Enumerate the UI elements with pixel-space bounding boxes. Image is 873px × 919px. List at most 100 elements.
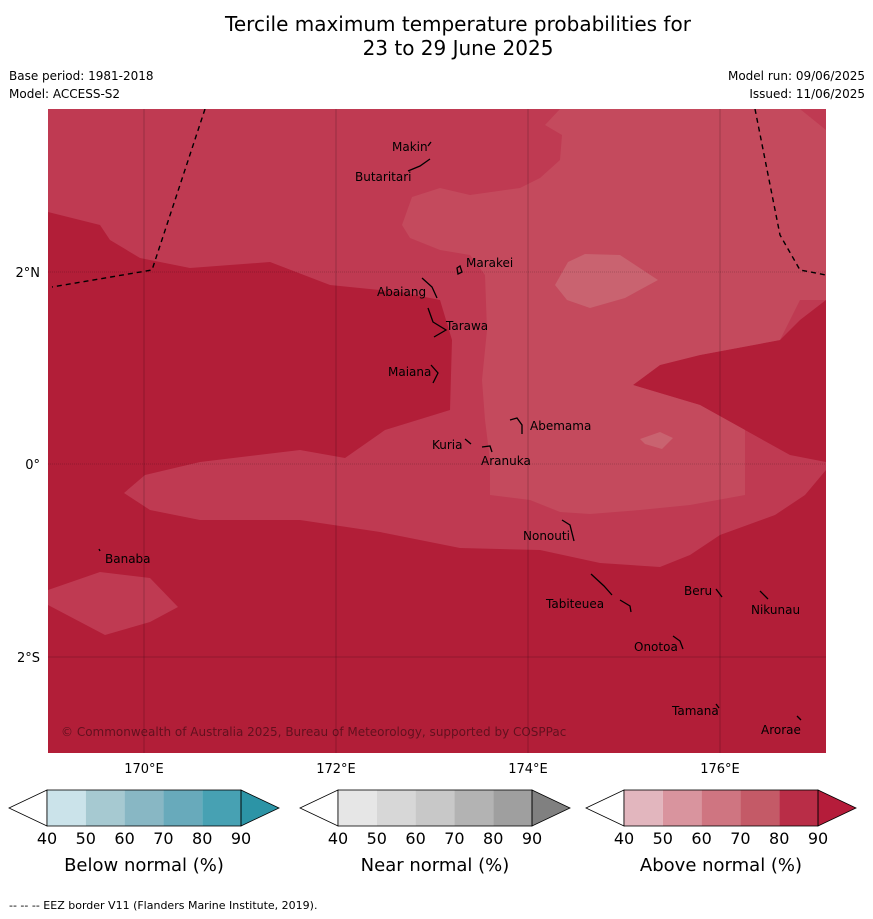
- title-line-2: 23 to 29 June 2025: [362, 36, 554, 60]
- island-nikunau: [759, 590, 769, 600]
- below-segment: [163, 790, 203, 826]
- lat-label-0: 0°: [25, 458, 40, 473]
- below-segment: [85, 790, 125, 826]
- place-arorae: Arorae: [761, 723, 801, 737]
- below-tick-label: 50: [76, 829, 96, 848]
- above-80-patch-west: [48, 572, 178, 635]
- above-segment: [740, 790, 780, 826]
- near-segment: [338, 790, 377, 826]
- above-tick-label: 50: [653, 829, 673, 848]
- colorbar-below-title: Below normal (%): [64, 855, 224, 876]
- lon-label-172e: 172°E: [316, 762, 356, 777]
- copyright-notice: © Commonwealth of Australia 2025, Bureau…: [61, 725, 566, 739]
- island-abaiang: [421, 277, 438, 299]
- near-segment: [415, 790, 455, 826]
- near-extend-low: [299, 789, 339, 827]
- near-tick-label: 70: [444, 829, 464, 848]
- lat-label-2s: 2°S: [17, 651, 40, 666]
- colorbar-above-title: Above normal (%): [640, 855, 802, 876]
- place-tarawa: Tarawa: [445, 319, 488, 333]
- island-banaba: [98, 548, 101, 552]
- island-butaritari: [407, 158, 431, 172]
- near-extend-high: [531, 789, 571, 827]
- island-tamana: [715, 703, 720, 709]
- place-beru: Beru: [684, 584, 712, 598]
- island-kuria: [464, 438, 472, 445]
- title-line-1: Tercile maximum temperature probabilitie…: [225, 12, 691, 36]
- above-60-patch-north: [555, 254, 658, 308]
- below-tick-label: 60: [114, 829, 134, 848]
- island-maiana: [430, 364, 439, 384]
- place-abaiang: Abaiang: [377, 285, 426, 299]
- below-extend-high: [240, 789, 280, 827]
- near-segment: [454, 790, 494, 826]
- model-name: Model: ACCESS-S2: [9, 87, 121, 101]
- place-maiana: Maiana: [388, 365, 431, 379]
- above-segment: [779, 790, 818, 826]
- island-makin: [427, 141, 432, 147]
- above-tick-label: 80: [769, 829, 789, 848]
- near-tick-label: 60: [405, 829, 425, 848]
- figure-title: Tercile maximum temperature probabilitie…: [0, 12, 873, 60]
- base-period: Base period: 1981-2018: [9, 69, 154, 83]
- issued-date: Issued: 11/06/2025: [749, 87, 865, 101]
- colorbar-above-normal: 40 50 60 70 80 90: [585, 789, 857, 848]
- below-tick-label: 40: [37, 829, 57, 848]
- near-tick-label: 50: [367, 829, 387, 848]
- probability-field: Makin Butaritari Marakei Abaiang Tarawa …: [48, 109, 826, 753]
- place-nonouti: Nonouti: [523, 529, 570, 543]
- model-run: Model run: 09/06/2025: [727, 69, 865, 83]
- place-tamana: Tamana: [671, 704, 719, 718]
- place-aranuka: Aranuka: [481, 454, 531, 468]
- island-abemama: [509, 417, 523, 434]
- place-banaba: Banaba: [105, 552, 151, 566]
- place-kuria: Kuria: [432, 438, 463, 452]
- place-makin: Makin: [392, 140, 428, 154]
- near-tick-label: 90: [522, 829, 542, 848]
- below-segment: [202, 790, 241, 826]
- place-onotoa: Onotoa: [634, 640, 678, 654]
- above-segment: [624, 790, 663, 826]
- above-extend-high: [817, 789, 857, 827]
- island-marakei: [456, 264, 463, 275]
- place-marakei: Marakei: [466, 256, 513, 270]
- colorbar-near-title: Near normal (%): [361, 855, 510, 876]
- below-tick-label: 70: [153, 829, 173, 848]
- below-tick-label: 80: [192, 829, 212, 848]
- above-segment: [662, 790, 702, 826]
- lon-label-174e: 174°E: [508, 762, 548, 777]
- above-segment: [701, 790, 741, 826]
- lon-label-170e: 170°E: [124, 762, 164, 777]
- meta-right: Model run: 09/06/2025 Issued: 11/06/2025: [728, 67, 865, 103]
- above-tick-label: 40: [614, 829, 634, 848]
- near-tick-label: 80: [483, 829, 503, 848]
- island-beru: [715, 588, 723, 598]
- eez-borders: [51, 109, 826, 288]
- above-60-patch-south: [640, 432, 673, 449]
- place-butaritari: Butaritari: [355, 170, 412, 184]
- below-extend-low: [8, 789, 48, 827]
- island-onotoa: [672, 635, 684, 650]
- colorbar-near-normal: 40 50 60 70 80 90: [299, 789, 571, 848]
- near-segment: [376, 790, 416, 826]
- above-extend-low: [585, 789, 625, 827]
- below-segment: [47, 790, 86, 826]
- island-aranuka: [481, 445, 493, 453]
- near-tick-label: 40: [328, 829, 348, 848]
- place-nikunau: Nikunau: [751, 603, 800, 617]
- below-tick-label: 90: [231, 829, 251, 848]
- eez-footnote: -- -- -- EEZ border V11 (Flanders Marine…: [9, 899, 318, 912]
- island-tabiteuea: [590, 573, 632, 613]
- island-nonouti: [561, 519, 575, 542]
- island-outlines: [98, 141, 802, 721]
- graticule: [48, 109, 826, 753]
- above-tick-label: 70: [730, 829, 750, 848]
- colorbar-below-normal: 40 50 60 70 80 90: [8, 789, 280, 848]
- place-tabiteuea: Tabiteuea: [545, 597, 604, 611]
- place-abemama: Abemama: [530, 419, 591, 433]
- near-segment: [493, 790, 532, 826]
- lat-label-2n: 2°N: [16, 266, 41, 281]
- below-frame: [46, 789, 242, 827]
- island-tarawa: [427, 307, 448, 338]
